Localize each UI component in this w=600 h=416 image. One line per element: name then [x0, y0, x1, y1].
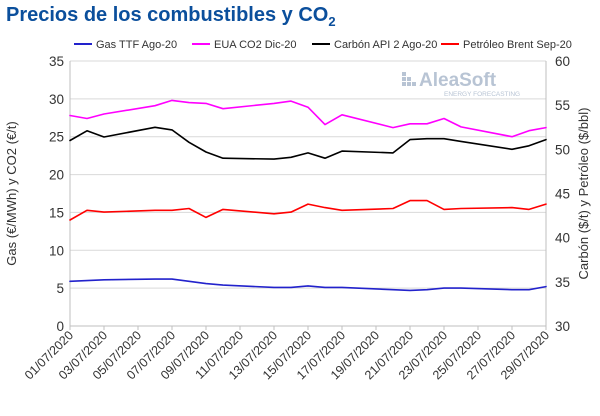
legend: Gas TTF Ago-20 EUA CO2 Dic-20 Carbón API 2… [74, 39, 572, 51]
series-line [69, 199, 547, 221]
logo-mark-icon [402, 72, 416, 86]
series-line [69, 278, 547, 292]
legend-label: EUA CO2 Dic-20 [214, 39, 297, 51]
y-left-tick-label: 35 [49, 54, 64, 69]
y-right-axis-title: Carbón ($/t) y Petróleo ($/bbl) [576, 108, 591, 280]
aleasoft-logo: AleaSoft ENERGY FORECASTING [402, 70, 520, 98]
legend-label: Petróleo Brent Sep-20 [463, 39, 572, 51]
y-left-tick-label: 30 [49, 92, 64, 107]
legend-label: Gas TTF Ago-20 [96, 39, 177, 51]
chart-title: Precios de los combustibles y CO2 [6, 4, 336, 29]
y-left-tick-label: 20 [49, 168, 64, 183]
series-line [69, 99, 547, 138]
y-right-tick-label: 35 [555, 275, 570, 290]
chart-title-subscript: 2 [328, 14, 336, 29]
y-left-tick-label: 10 [49, 243, 64, 258]
y-right-tick-label: 45 [555, 187, 570, 202]
y-right-tick-label: 60 [555, 54, 570, 69]
legend-label: Carbón API 2 Ago-20 [334, 39, 437, 51]
logo-tagline: ENERGY FORECASTING [444, 91, 520, 98]
series-line [69, 126, 547, 160]
y-left-tick-label: 25 [49, 130, 64, 145]
y-left-tick-label: 5 [56, 281, 64, 296]
y-left-tick-label: 15 [49, 205, 64, 220]
y-left-tick-label: 0 [56, 319, 64, 334]
chart-title-main: Precios de los combustibles y CO [6, 4, 329, 26]
y-right-tick-label: 50 [555, 142, 570, 157]
y-left-axis-title: Gas (€/MWh) y CO2 (€/t) [4, 121, 19, 265]
y-right-tick-label: 55 [555, 98, 570, 113]
series-lines [69, 99, 547, 292]
y-right-tick-label: 30 [555, 319, 570, 334]
logo-brand: AleaSoft [419, 70, 497, 91]
y-right-tick-label: 40 [555, 231, 570, 246]
